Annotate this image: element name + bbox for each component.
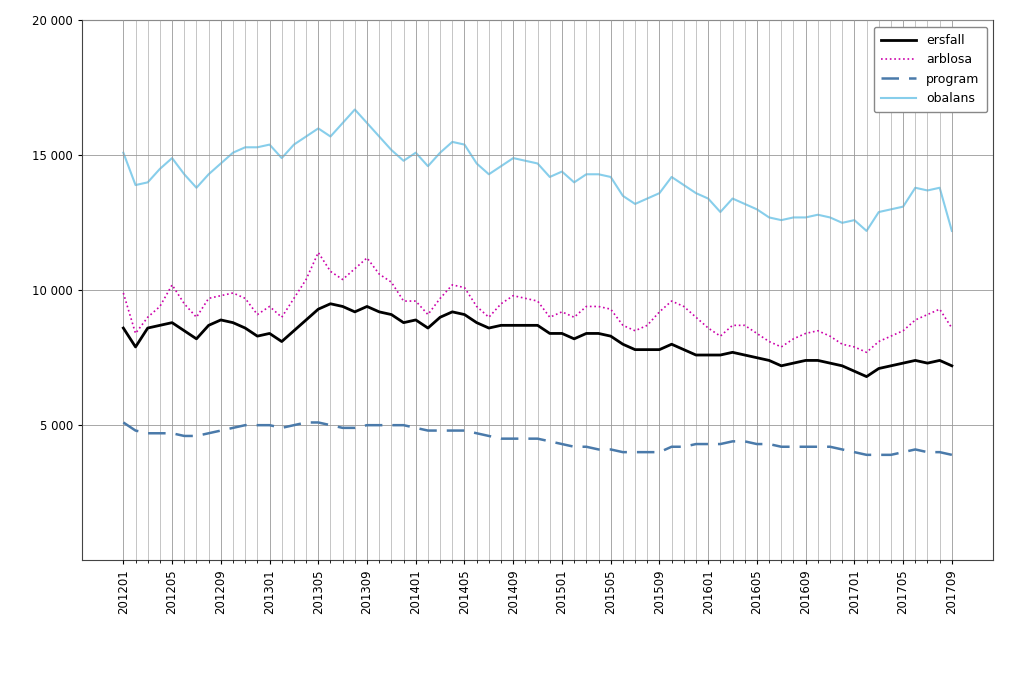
arblosa	[946, 324, 958, 332]
obalans	[349, 105, 361, 113]
arblosa	[934, 305, 946, 313]
ersfall	[934, 357, 946, 365]
obalans	[934, 184, 946, 192]
arblosa	[312, 249, 325, 257]
obalans	[763, 213, 775, 221]
obalans	[251, 143, 263, 152]
obalans	[117, 149, 129, 157]
Legend: ersfall, arblosa, program, obalans: ersfall, arblosa, program, obalans	[873, 27, 987, 113]
ersfall	[117, 324, 129, 332]
Line: arblosa: arblosa	[123, 253, 952, 352]
program	[934, 448, 946, 456]
ersfall	[275, 337, 288, 346]
program	[178, 432, 190, 440]
arblosa	[178, 300, 190, 308]
program	[860, 451, 872, 459]
ersfall	[860, 372, 872, 380]
arblosa	[275, 313, 288, 322]
obalans	[275, 154, 288, 162]
program	[385, 421, 397, 430]
ersfall	[251, 332, 263, 340]
program	[946, 451, 958, 459]
arblosa	[117, 289, 129, 297]
ersfall	[946, 362, 958, 370]
program	[117, 419, 129, 427]
program	[275, 423, 288, 432]
ersfall	[763, 357, 775, 365]
program	[397, 421, 410, 430]
obalans	[860, 227, 872, 235]
obalans	[178, 170, 190, 178]
obalans	[604, 173, 616, 181]
ersfall	[604, 332, 616, 340]
obalans	[946, 227, 958, 235]
ersfall	[178, 326, 190, 335]
arblosa	[604, 305, 616, 313]
ersfall	[325, 300, 337, 308]
arblosa	[763, 337, 775, 346]
arblosa	[860, 348, 872, 357]
arblosa	[251, 311, 263, 319]
program	[592, 445, 604, 454]
Line: ersfall: ersfall	[123, 304, 952, 376]
Line: obalans: obalans	[123, 109, 952, 231]
Line: program: program	[123, 423, 952, 455]
